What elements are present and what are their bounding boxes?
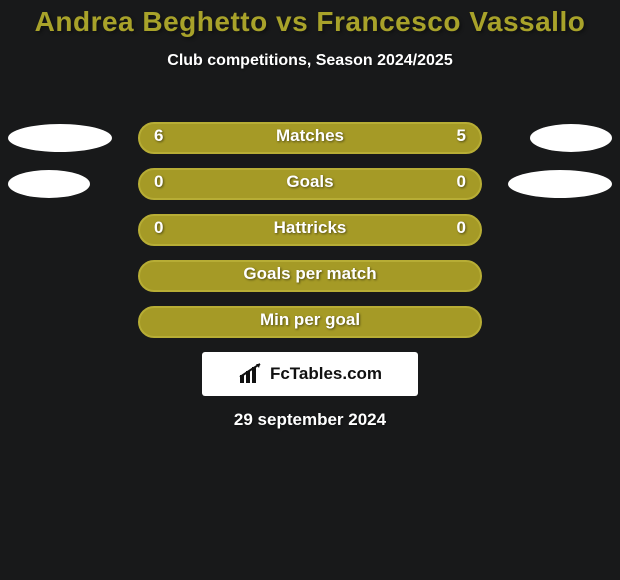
player-right-pill	[508, 170, 612, 198]
stat-bar: Goals 0 0	[138, 168, 482, 200]
page-title: Andrea Beghetto vs Francesco Vassallo	[0, 0, 620, 38]
stat-row: Matches 6 5	[0, 118, 620, 164]
subtitle: Club competitions, Season 2024/2025	[0, 52, 620, 70]
player-left-pill	[8, 170, 90, 198]
stat-bar: Hattricks 0 0	[138, 214, 482, 246]
stat-value-right: 5	[457, 126, 466, 146]
stat-label: Hattricks	[274, 218, 347, 238]
stat-bar: Min per goal	[138, 306, 482, 338]
stat-value-right: 0	[457, 218, 466, 238]
brand-chart-icon	[238, 363, 264, 385]
stat-row: Min per goal	[0, 302, 620, 348]
date-text: 29 september 2024	[234, 410, 386, 430]
stat-value-right: 0	[457, 172, 466, 192]
stat-row: Goals per match	[0, 256, 620, 302]
stat-value-left: 0	[154, 218, 163, 238]
stat-row: Hattricks 0 0	[0, 210, 620, 256]
brand-badge: FcTables.com	[202, 352, 418, 396]
player-left-pill	[8, 124, 112, 152]
stat-label: Matches	[276, 126, 344, 146]
comparison-infographic: Andrea Beghetto vs Francesco Vassallo Cl…	[0, 0, 620, 580]
stat-label: Goals per match	[243, 264, 376, 284]
stat-label: Min per goal	[260, 310, 360, 330]
stat-label: Goals	[286, 172, 333, 192]
stat-rows: Matches 6 5 Goals 0 0 Hattricks 0 0 Goals per mat…	[0, 118, 620, 348]
stat-row: Goals 0 0	[0, 164, 620, 210]
brand-text: FcTables.com	[270, 364, 382, 384]
stat-value-left: 6	[154, 126, 163, 146]
player-right-pill	[530, 124, 612, 152]
stat-bar: Matches 6 5	[138, 122, 482, 154]
stat-bar: Goals per match	[138, 260, 482, 292]
stat-value-left: 0	[154, 172, 163, 192]
